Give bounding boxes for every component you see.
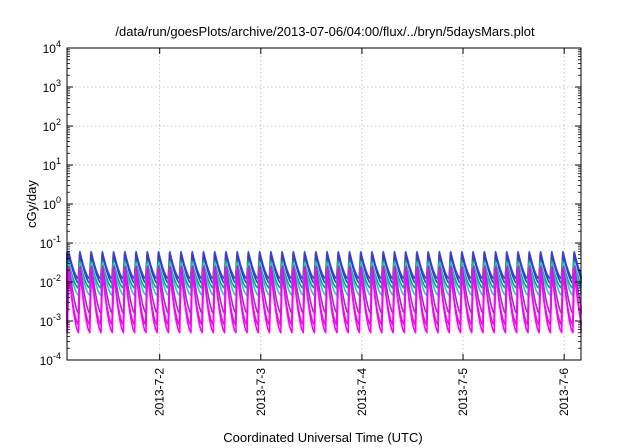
y-tick-label: 103	[43, 78, 61, 95]
x-axis-ticks: 2013-7-2 2013-7-3 2013-7-4 2013-7-5 2013-7-6	[153, 48, 571, 416]
x-tick-label: 2013-7-5	[456, 368, 470, 416]
series-line	[66, 265, 582, 315]
y-tick-label: 10-3	[40, 312, 61, 329]
x-tick-label: 2013-7-6	[557, 368, 571, 416]
series-line	[66, 260, 582, 289]
y-tick-label: 10-4	[40, 351, 61, 368]
series-line	[66, 269, 582, 334]
series-line	[66, 252, 582, 280]
y-tick-label: 102	[43, 117, 61, 134]
x-tick-label: 2013-7-4	[355, 368, 369, 416]
y-tick-label: 100	[43, 195, 61, 212]
series-layer	[66, 250, 582, 334]
y-tick-label: 10-1	[40, 234, 61, 251]
y-tick-label: 104	[43, 39, 61, 56]
x-tick-label: 2013-7-2	[153, 368, 167, 416]
grid	[67, 48, 581, 360]
y-axis-ticks: 10-4 10-3 10-2 10-1 100 101 102 103 104	[40, 39, 581, 368]
y-tick-label: 10-2	[40, 273, 61, 290]
series-line	[66, 262, 582, 297]
series-line	[66, 253, 582, 285]
series-line	[66, 250, 582, 280]
x-axis-label: Coordinated Universal Time (UTC)	[223, 430, 422, 445]
x-tick-label: 2013-7-3	[254, 368, 268, 416]
y-axis-label: cGy/day	[24, 180, 39, 228]
chart-title: /data/run/goesPlots/archive/2013-07-06/0…	[115, 24, 535, 39]
y-tick-label: 101	[43, 156, 61, 173]
